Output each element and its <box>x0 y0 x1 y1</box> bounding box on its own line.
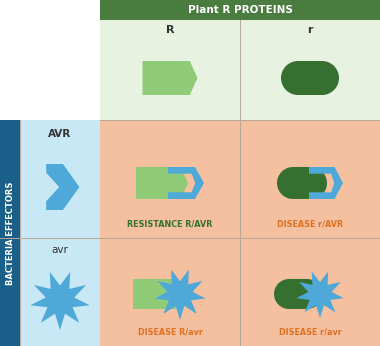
Text: DISEASE R/avr: DISEASE R/avr <box>138 328 203 337</box>
Polygon shape <box>309 167 343 199</box>
Bar <box>100 0 380 20</box>
Wedge shape <box>274 279 289 309</box>
Polygon shape <box>54 164 79 210</box>
Text: R: R <box>166 25 174 35</box>
Bar <box>100 238 240 346</box>
Bar <box>100 120 240 238</box>
Circle shape <box>169 283 191 305</box>
Polygon shape <box>46 164 71 210</box>
Bar <box>240 238 380 346</box>
Wedge shape <box>307 279 322 309</box>
Bar <box>0 120 20 346</box>
Polygon shape <box>133 279 183 309</box>
Wedge shape <box>277 167 293 199</box>
Wedge shape <box>311 167 327 199</box>
Text: Plant R PROTEINS: Plant R PROTEINS <box>188 5 293 15</box>
Text: r: r <box>307 25 313 35</box>
Text: DISEASE r/avr: DISEASE r/avr <box>279 328 341 337</box>
Polygon shape <box>154 270 206 320</box>
Bar <box>289 279 307 309</box>
Text: avr: avr <box>52 245 68 255</box>
Bar <box>298 61 322 95</box>
Wedge shape <box>322 61 339 95</box>
Bar <box>293 167 311 199</box>
Polygon shape <box>136 167 188 199</box>
Text: DISEASE r/AVR: DISEASE r/AVR <box>277 219 343 228</box>
Bar <box>0 0 100 120</box>
Bar <box>240 120 380 238</box>
Bar <box>20 238 100 346</box>
Bar <box>20 120 100 238</box>
Circle shape <box>48 288 72 312</box>
Polygon shape <box>296 272 344 318</box>
Circle shape <box>310 284 330 304</box>
Polygon shape <box>30 272 90 330</box>
Polygon shape <box>142 61 198 95</box>
Bar <box>100 20 380 120</box>
Text: RESISTANCE R/AVR: RESISTANCE R/AVR <box>127 219 213 228</box>
Polygon shape <box>168 167 204 199</box>
Text: BACTERIA EFFECTORS: BACTERIA EFFECTORS <box>6 181 16 285</box>
Wedge shape <box>281 61 298 95</box>
Text: AVR: AVR <box>48 129 71 139</box>
